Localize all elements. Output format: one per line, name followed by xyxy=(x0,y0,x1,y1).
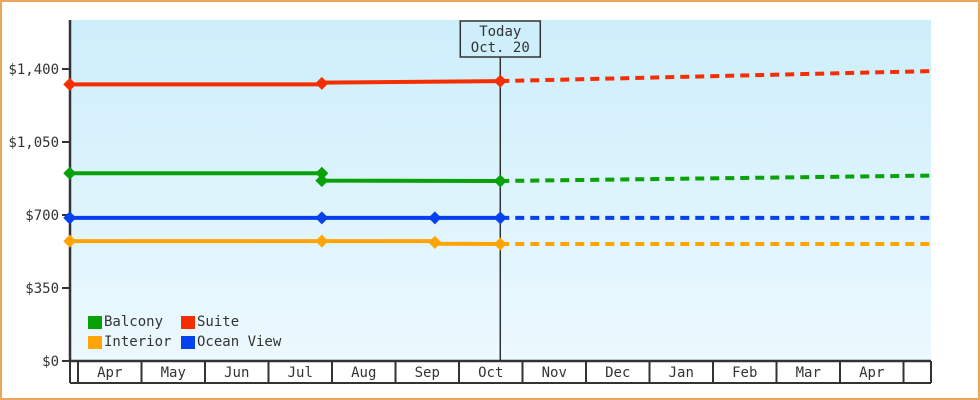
data-point-ocean-view xyxy=(315,211,329,225)
legend-swatch-balcony xyxy=(88,315,102,329)
legend-item-balcony: Balcony xyxy=(88,315,181,329)
data-point-ocean-view xyxy=(428,211,442,225)
month-label-feb-10: Feb xyxy=(732,365,757,381)
legend-swatch-ocean-view xyxy=(181,335,195,349)
y-axis-tick-label: $1,400 xyxy=(8,62,59,78)
y-axis-tick-label: $700 xyxy=(25,208,59,224)
data-point-suite xyxy=(493,74,507,88)
legend-swatch-suite xyxy=(181,315,195,329)
data-point-ocean-view xyxy=(63,211,77,225)
month-label-jul-3: Jul xyxy=(288,365,313,381)
month-band xyxy=(70,361,931,383)
legend-item-interior: Interior xyxy=(88,335,181,349)
today-annotation-line1: Today xyxy=(479,24,521,40)
today-annotation-line2: Oct. 20 xyxy=(471,40,530,56)
today-annotation-box xyxy=(459,20,542,58)
data-point-balcony xyxy=(315,166,329,180)
data-point-ocean-view xyxy=(493,211,507,225)
legend: Balcony Suite Interior Ocean View xyxy=(88,312,281,352)
month-label-jan-9: Jan xyxy=(669,365,694,381)
month-label-jun-2: Jun xyxy=(224,365,249,381)
data-point-balcony xyxy=(493,174,507,188)
data-point-balcony xyxy=(63,166,77,180)
month-label-may-1: May xyxy=(161,365,186,381)
forecast-line-suite xyxy=(500,69,931,84)
data-point-suite xyxy=(315,76,329,90)
y-axis-tick-label: $1,050 xyxy=(8,135,59,151)
legend-label-interior: Interior xyxy=(104,334,172,350)
month-label-dec-8: Dec xyxy=(605,365,630,381)
data-point-interior xyxy=(428,235,442,249)
data-point-interior xyxy=(315,234,329,248)
month-label-aug-4: Aug xyxy=(351,365,376,381)
legend-item-ocean-view: Ocean View xyxy=(181,335,281,349)
month-label-nov-7: Nov xyxy=(542,365,567,381)
y-axis-tick-label: $350 xyxy=(25,281,59,297)
legend-item-suite: Suite xyxy=(181,315,281,329)
legend-label-suite: Suite xyxy=(197,314,240,330)
month-label-apr-12: Apr xyxy=(859,365,884,381)
legend-swatch-interior xyxy=(88,335,102,349)
data-point-balcony xyxy=(315,174,329,188)
month-label-mar-11: Mar xyxy=(796,365,821,381)
month-label-oct-6: Oct xyxy=(478,365,503,381)
data-point-interior xyxy=(493,237,507,251)
y-axis-tick-label: $0 xyxy=(42,354,59,370)
legend-label-balcony: Balcony xyxy=(104,314,164,330)
data-point-interior xyxy=(63,234,77,248)
forecast-line-balcony xyxy=(500,173,931,183)
data-point-suite xyxy=(63,77,77,91)
month-label-apr-0: Apr xyxy=(97,365,122,381)
month-label-sep-5: Sep xyxy=(415,365,440,381)
legend-label-ocean-view: Ocean View xyxy=(197,334,282,350)
